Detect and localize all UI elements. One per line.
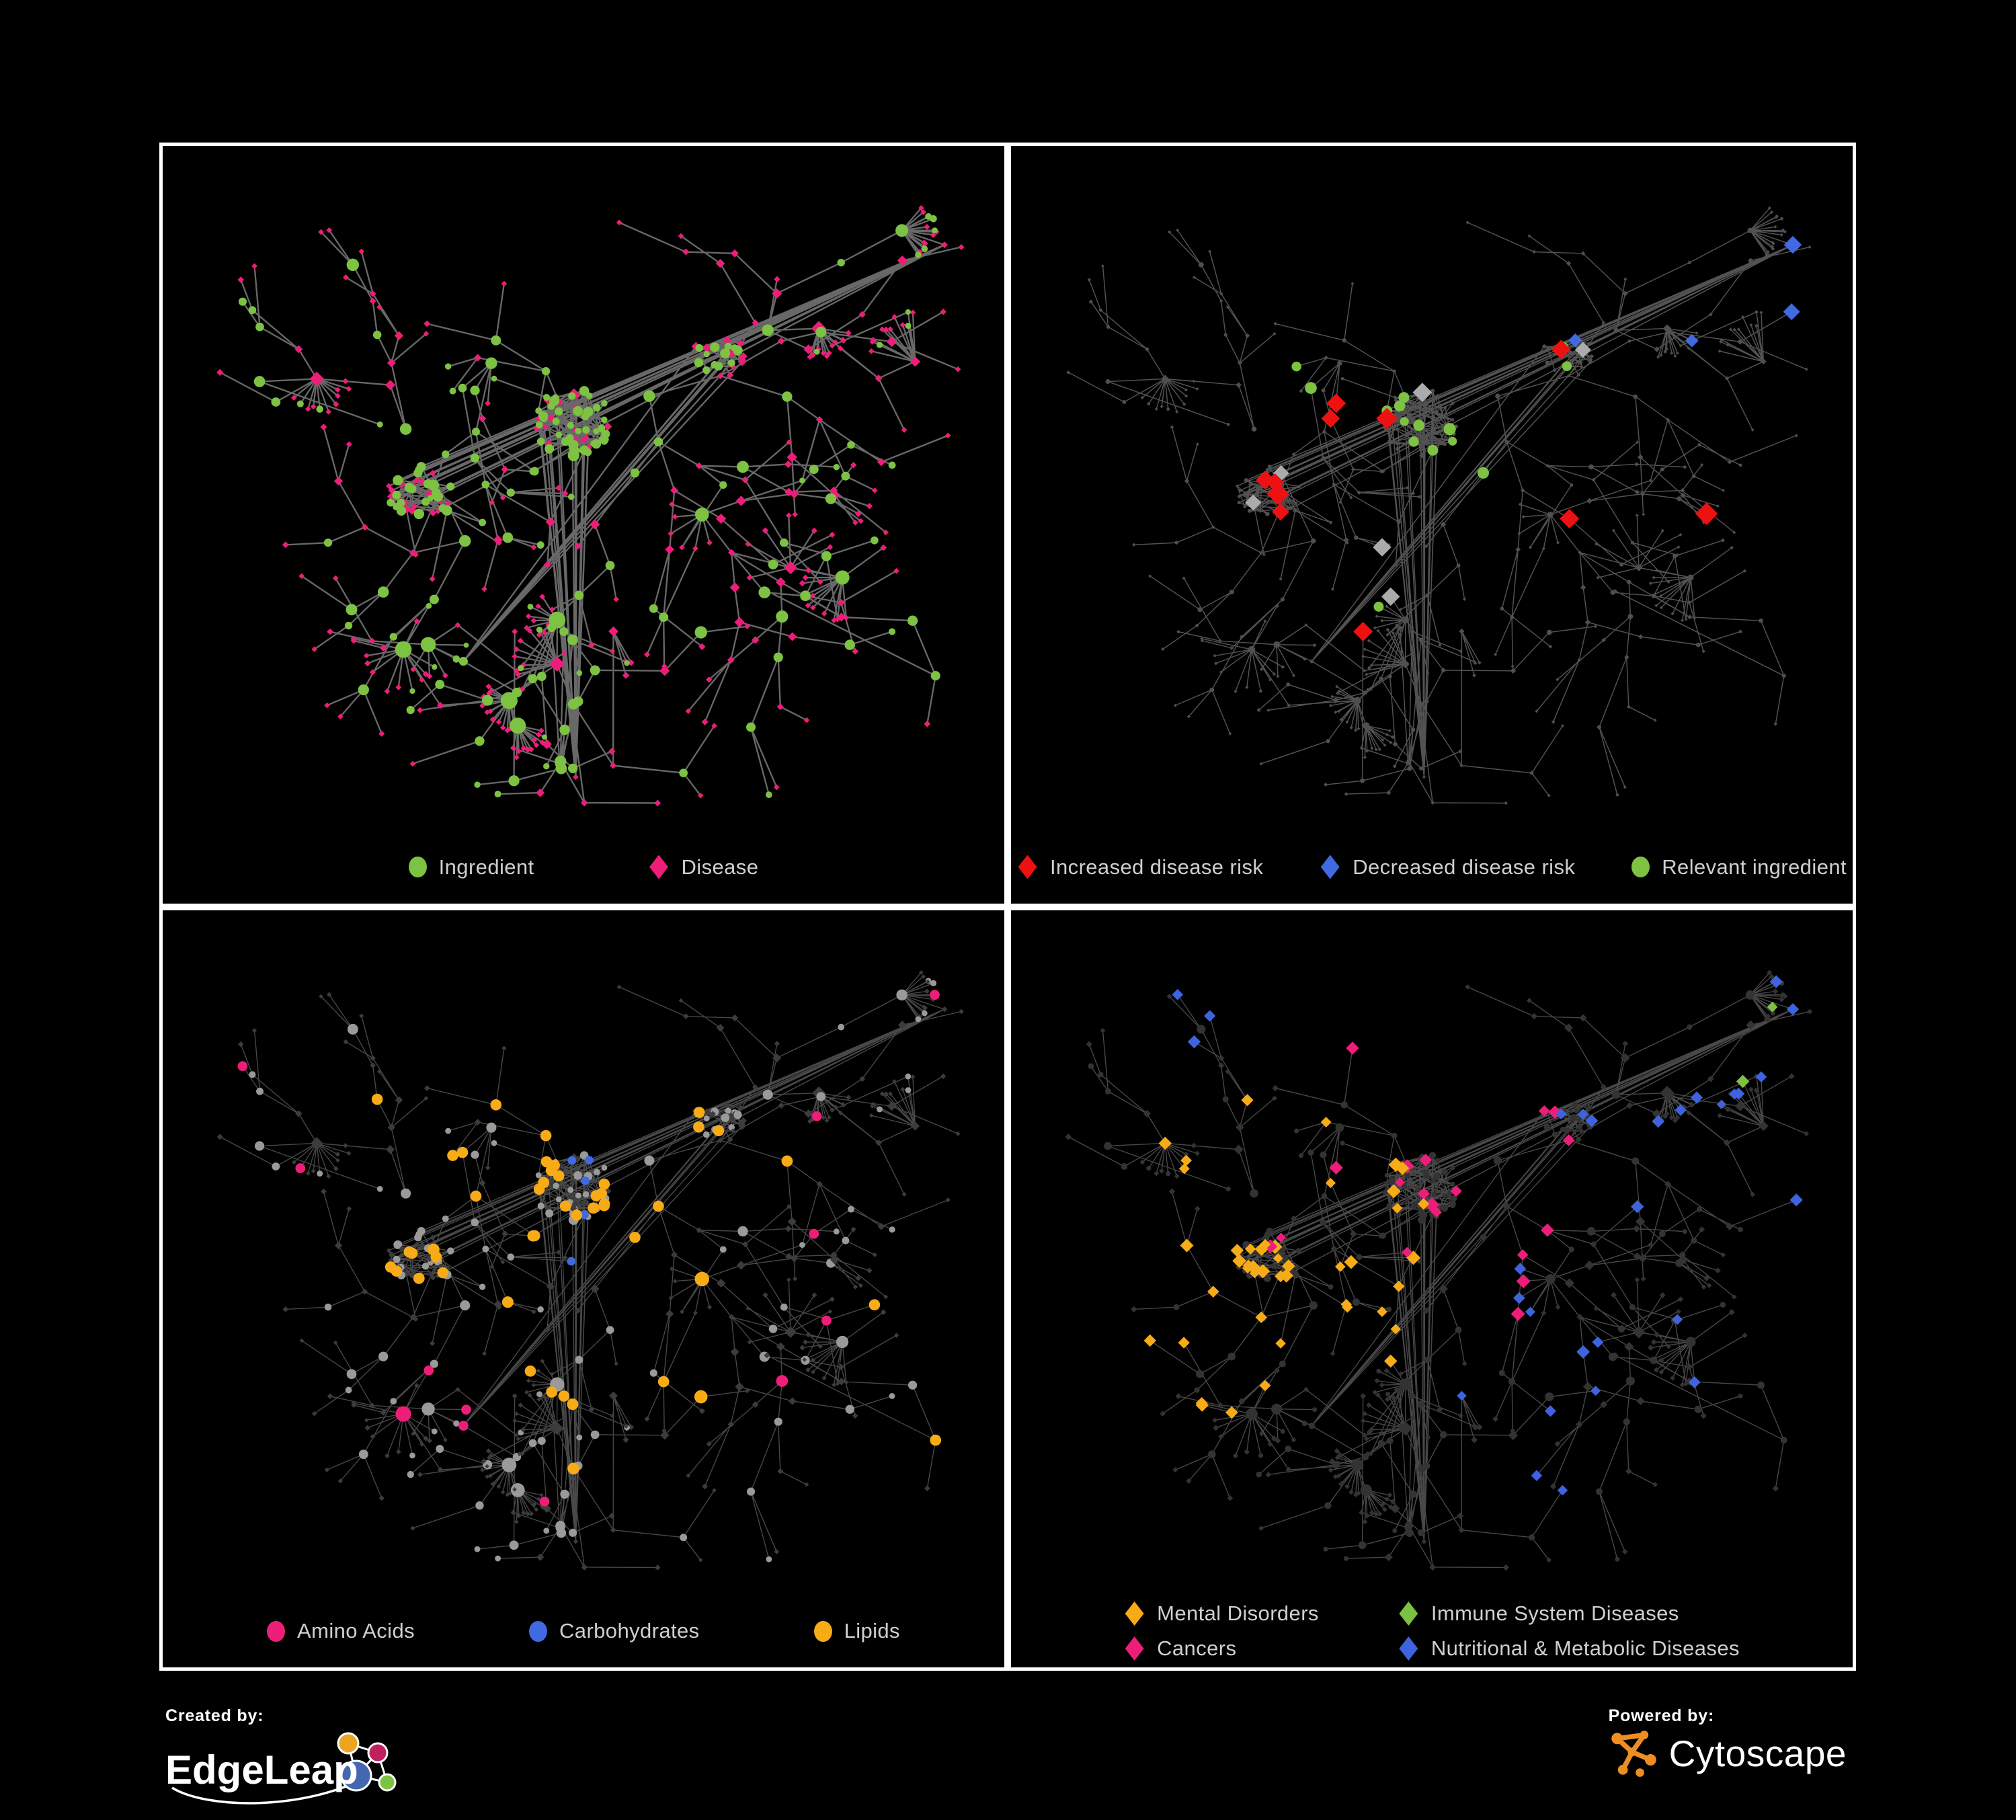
legend-item-decreased-risk: Decreased disease risk — [1320, 855, 1575, 879]
edgeleap-wordmark: EdgeLeap — [165, 1747, 358, 1792]
panel-disease-category-network: Mental Disorders Immune System Diseases … — [1008, 906, 1856, 1671]
legend-ingredient-disease: Ingredient Disease — [163, 831, 1004, 904]
edgeleap-network-icon — [337, 1732, 397, 1792]
legend-item-carbohydrates: Carbohydrates — [529, 1619, 700, 1643]
legend-label-immune-diseases: Immune System Diseases — [1430, 1601, 1679, 1625]
legend-disease-category: Mental Disorders Immune System Diseases … — [1011, 1595, 1853, 1667]
legend-label-nutritional-metabolic: Nutritional & Metabolic Diseases — [1430, 1636, 1740, 1660]
legend-label-disease: Disease — [681, 855, 759, 879]
created-by-label: Created by: — [165, 1706, 264, 1725]
legend-disease-risk: Increased disease risk Decreased disease… — [1011, 831, 1853, 904]
figure-grid: Ingredient Disease Increased disease ris… — [159, 143, 1856, 1671]
edgeleap-swoosh — [171, 1776, 368, 1805]
legend-item-amino-acids: Amino Acids — [267, 1619, 415, 1643]
legend-item-nutritional-metabolic: Nutritional & Metabolic Diseases — [1398, 1636, 1740, 1661]
legend-label-increased-risk: Increased disease risk — [1050, 855, 1264, 879]
immune-diseases-diamond-icon — [1399, 1601, 1418, 1626]
legend-item-cancers: Cancers — [1124, 1636, 1319, 1661]
legend-label-decreased-risk: Decreased disease risk — [1353, 855, 1576, 879]
legend-label-lipids: Lipids — [844, 1619, 900, 1643]
cytoscape-icon — [1611, 1731, 1656, 1777]
powered-by-label: Powered by: — [1608, 1706, 1715, 1725]
legend-label-cancers: Cancers — [1157, 1636, 1237, 1660]
network-canvas-compound-class — [216, 970, 964, 1571]
legend-item-mental-disorders: Mental Disorders — [1124, 1601, 1319, 1626]
legend-label-mental-disorders: Mental Disorders — [1157, 1601, 1319, 1625]
increased-risk-diamond-icon — [1018, 855, 1037, 879]
amino-acids-circle-icon — [267, 1620, 286, 1642]
legend-item-immune-diseases: Immune System Diseases — [1398, 1601, 1740, 1626]
legend-item-increased-risk: Increased disease risk — [1017, 855, 1263, 879]
legend-label-carbohydrates: Carbohydrates — [559, 1619, 700, 1643]
cancers-diamond-icon — [1125, 1636, 1144, 1661]
disease-diamond-icon — [649, 855, 668, 879]
legend-item-ingredient: Ingredient — [408, 855, 534, 879]
edgeleap-credit: Created by: EdgeLeap — [165, 1706, 402, 1811]
legend-item-disease: Disease — [649, 855, 759, 879]
panel-compound-class-network: Amino Acids Carbohydrates Lipids — [159, 906, 1008, 1671]
carbohydrates-circle-icon — [529, 1620, 548, 1642]
relevant-ingredient-circle-icon — [1631, 857, 1650, 877]
legend-compound-class: Amino Acids Carbohydrates Lipids — [163, 1595, 1004, 1667]
nutritional-metabolic-diamond-icon — [1399, 1636, 1418, 1661]
legend-label-ingredient: Ingredient — [438, 855, 534, 879]
cytoscape-credit: Powered by: Cytosc — [1609, 1706, 1847, 1778]
network-canvas-disease-category — [1065, 970, 1813, 1571]
panel-ingredient-disease-network: Ingredient Disease — [159, 143, 1008, 907]
cytoscape-wordmark: Cytoscape — [1668, 1733, 1847, 1774]
edgeleap-logo: EdgeLeap — [165, 1732, 397, 1805]
decreased-risk-diamond-icon — [1320, 855, 1340, 879]
network-canvas-ingredient-disease — [216, 205, 965, 807]
legend-item-lipids: Lipids — [813, 1619, 900, 1643]
legend-label-relevant-ingredient: Relevant ingredient — [1662, 855, 1847, 879]
legend-item-relevant-ingredient: Relevant ingredient — [1631, 855, 1847, 879]
mental-disorders-diamond-icon — [1125, 1601, 1144, 1626]
panel-disease-risk-network: Increased disease risk Decreased disease… — [1008, 143, 1856, 907]
legend-label-amino-acids: Amino Acids — [297, 1619, 415, 1643]
lipids-circle-icon — [813, 1620, 832, 1642]
ingredient-circle-icon — [408, 857, 427, 877]
network-canvas-disease-risk — [1066, 206, 1812, 805]
